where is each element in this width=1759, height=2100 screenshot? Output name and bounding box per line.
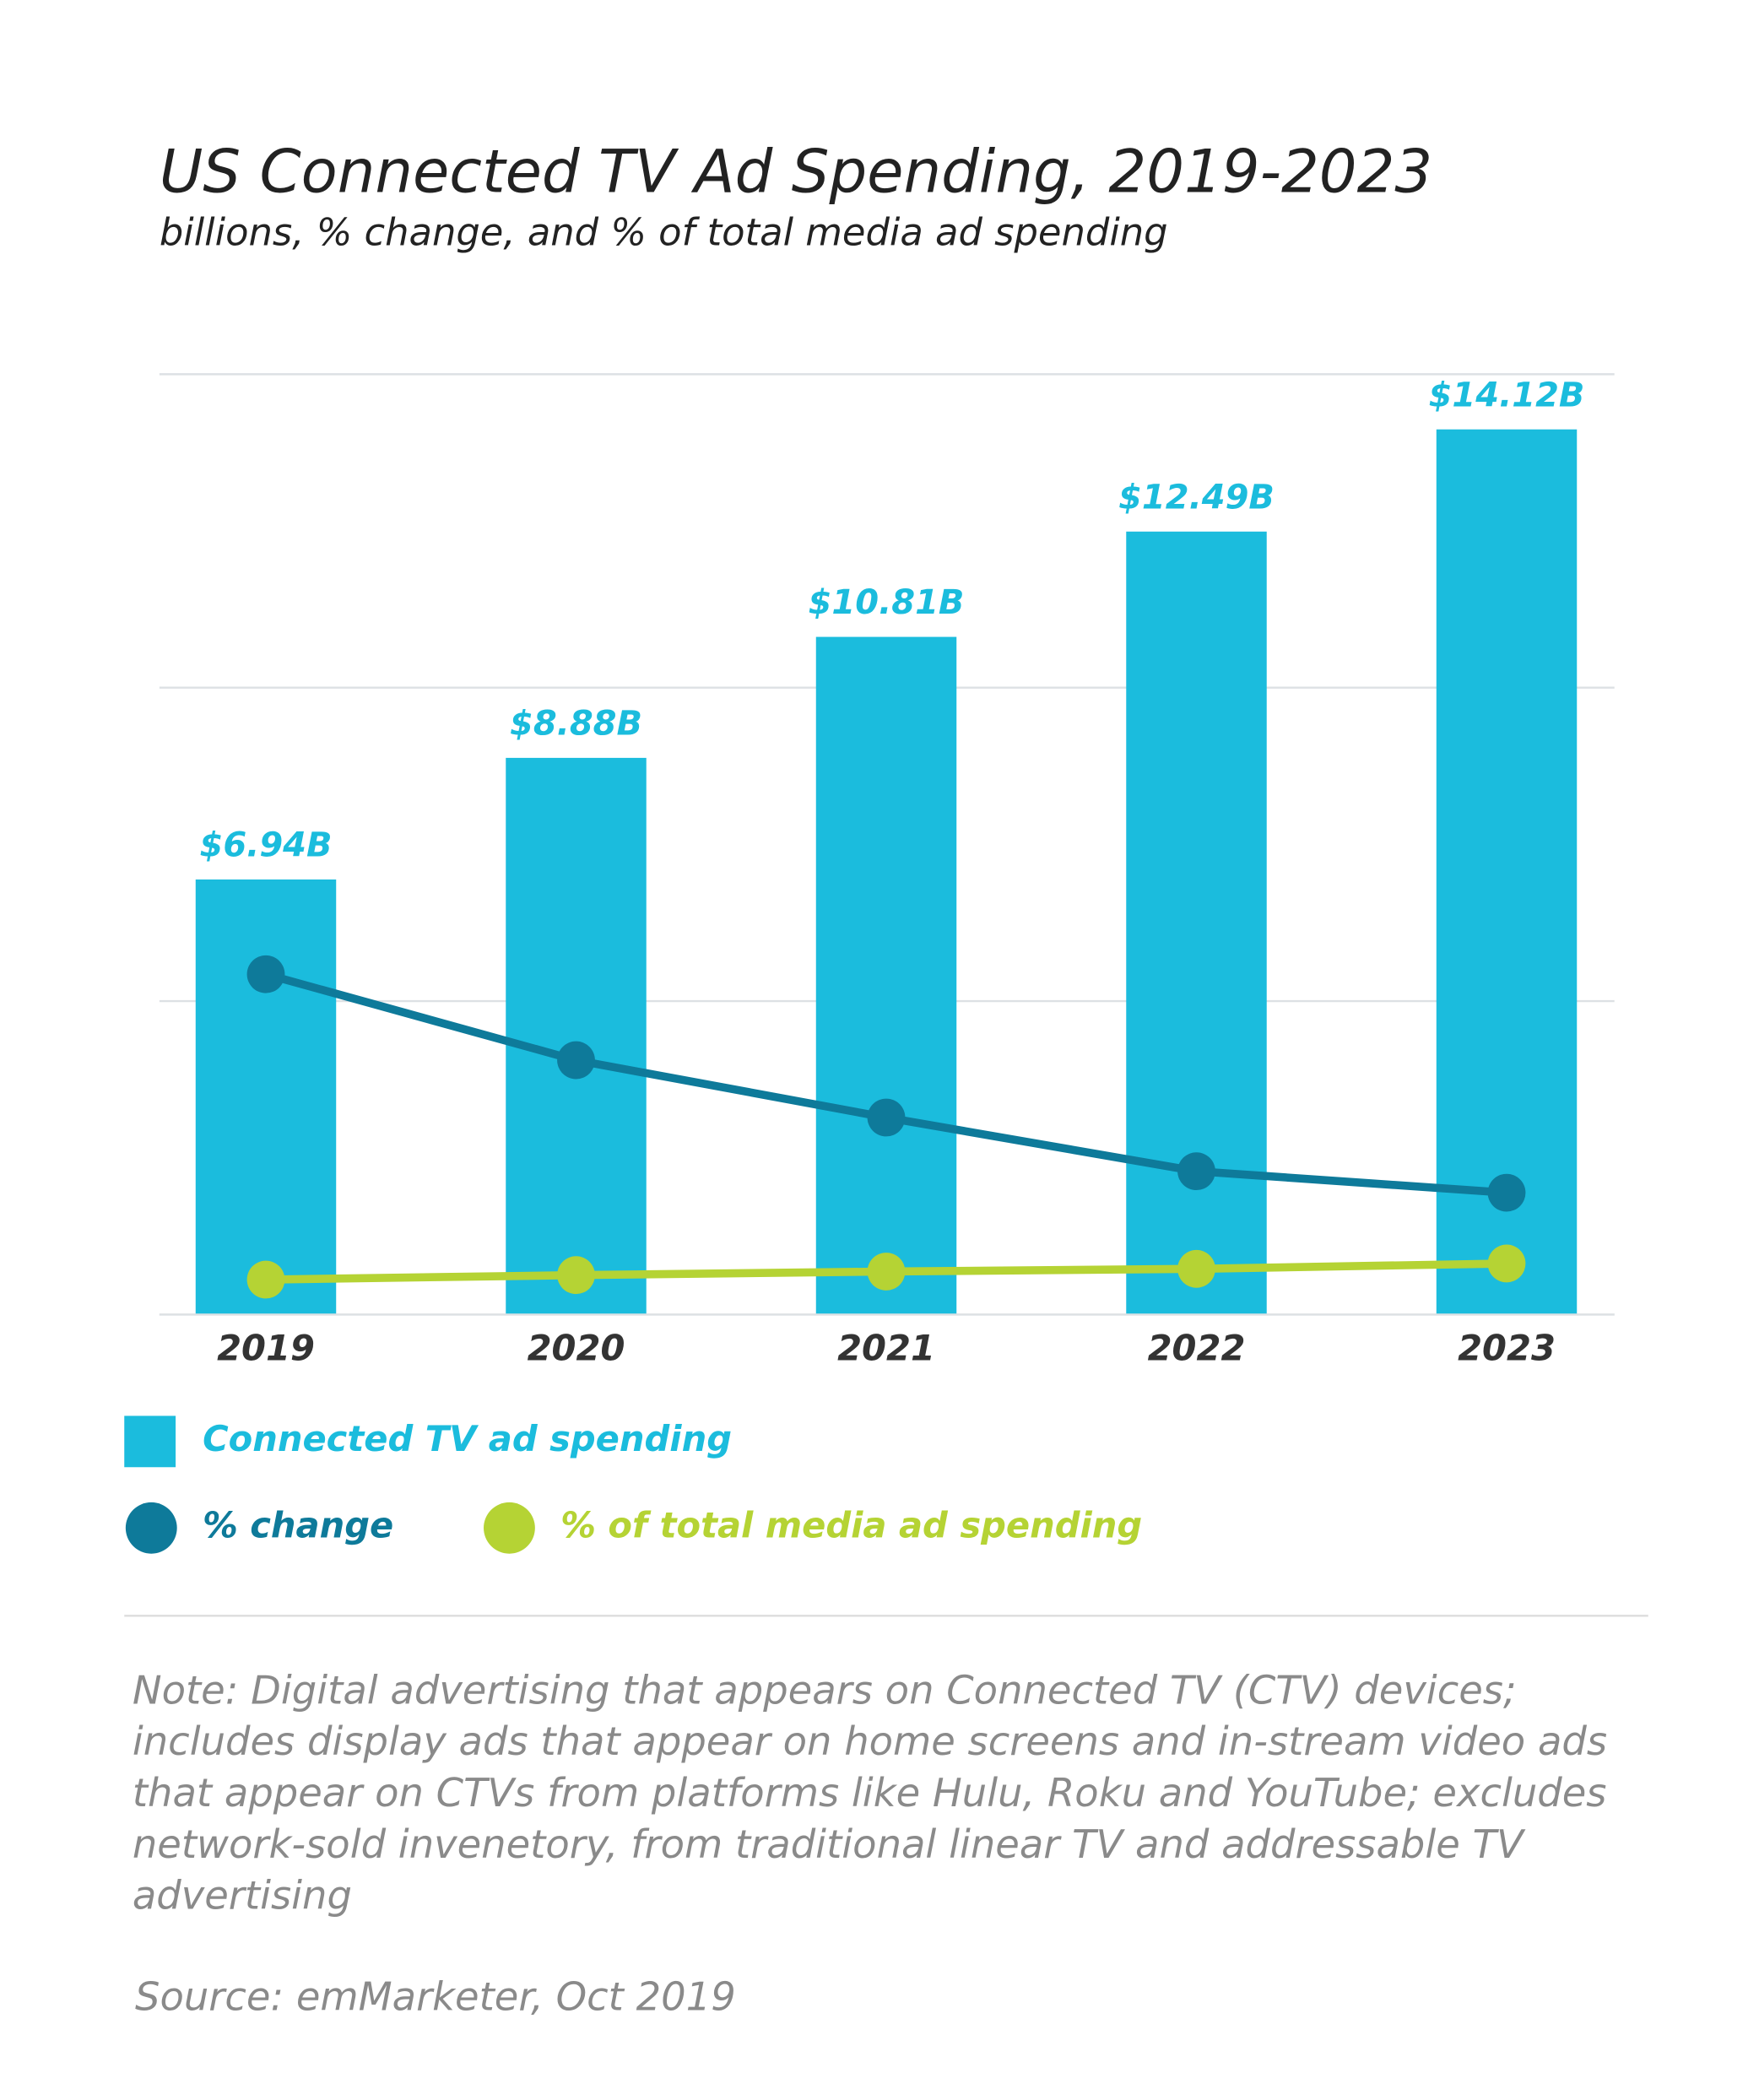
legend-label: Connected TV ad spending: [203, 1418, 732, 1459]
bar: [506, 757, 647, 1315]
point: [867, 1253, 906, 1291]
point: [246, 1260, 285, 1299]
value-label: $8.88B: [510, 704, 642, 743]
chart-title: US Connected TV Ad Spending, 2019-2023: [160, 138, 1432, 207]
x-tick-label: 2019: [217, 1328, 315, 1369]
x-tick-label: 2022: [1148, 1328, 1246, 1369]
note-box: Note: Digital advertising that appears o…: [132, 1667, 1608, 1919]
value-label: $6.94B: [199, 826, 332, 865]
legend-swatch: [484, 1502, 535, 1554]
legend-label: % of total media ad spending: [560, 1504, 1142, 1545]
value-label: $10.81B: [809, 583, 965, 622]
point: [1487, 1173, 1526, 1212]
legend-swatch: [125, 1502, 177, 1554]
point: [246, 955, 285, 993]
point: [557, 1256, 595, 1295]
note: Note: Digital advertising that appears o…: [132, 1667, 1608, 1919]
point: [1177, 1152, 1215, 1191]
x-tick-label: 2023: [1458, 1328, 1556, 1369]
point: [557, 1041, 595, 1080]
point: [867, 1098, 906, 1137]
bar: [195, 879, 337, 1315]
value-label: $12.49B: [1118, 478, 1275, 517]
point: [1487, 1244, 1526, 1283]
point: [1177, 1249, 1215, 1288]
legend-label: % change: [203, 1504, 393, 1545]
source: Source: emMarketer, Oct 2019: [135, 1973, 736, 2019]
bar: [1436, 429, 1578, 1315]
value-label: $14.12B: [1429, 376, 1585, 414]
legend-swatch: [124, 1415, 176, 1468]
x-tick-label: 2020: [528, 1328, 625, 1369]
chart-subtitle: billions, % change, and % of total media…: [160, 210, 1168, 255]
bar: [815, 636, 957, 1315]
bar: [1126, 531, 1267, 1315]
x-tick-label: 2021: [837, 1328, 935, 1369]
